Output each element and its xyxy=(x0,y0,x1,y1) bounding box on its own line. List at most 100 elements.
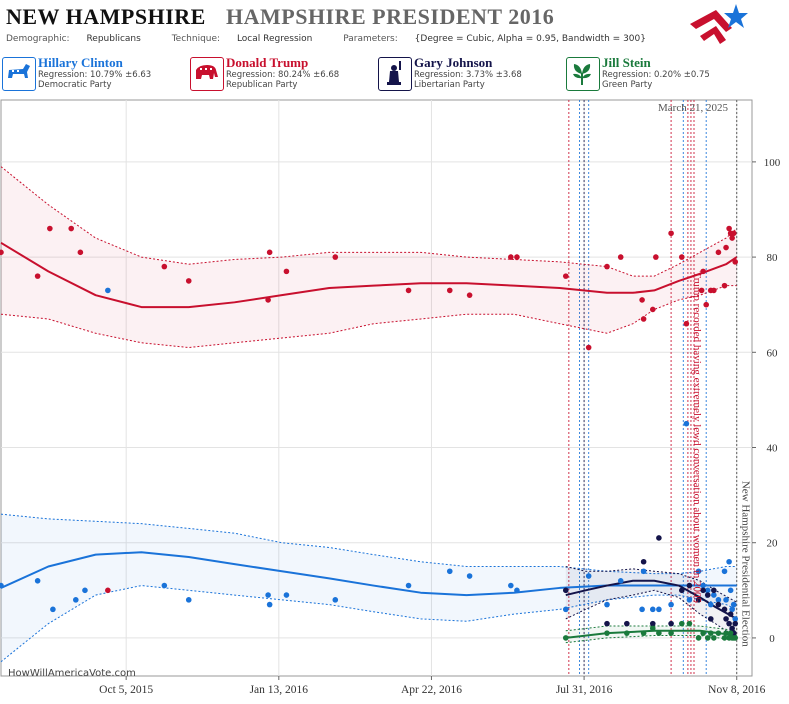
data-point xyxy=(562,635,569,641)
data-point xyxy=(698,287,705,294)
data-point xyxy=(656,535,662,541)
y-tick-label: 20 xyxy=(767,538,779,550)
y-tick-label: 80 xyxy=(767,252,779,264)
data-point xyxy=(715,597,722,603)
data-point xyxy=(707,616,714,622)
data-point xyxy=(711,635,717,641)
data-point xyxy=(640,630,647,636)
legend-card-clinton[interactable]: Hillary Clinton Regression: 10.79% ±6.63… xyxy=(0,55,192,93)
confidence-lower-line xyxy=(0,585,737,663)
data-point xyxy=(585,573,592,579)
data-point xyxy=(265,592,271,598)
candidate-legend: Hillary Clinton Regression: 10.79% ±6.63… xyxy=(0,55,789,93)
data-point xyxy=(707,601,714,608)
data-point xyxy=(726,620,732,627)
site-logo-icon[interactable] xyxy=(686,2,748,50)
data-point xyxy=(715,630,722,636)
confidence-upper-line xyxy=(0,166,738,277)
data-point xyxy=(34,273,41,279)
data-point xyxy=(711,587,717,594)
data-point xyxy=(668,230,674,237)
data-point xyxy=(668,601,674,608)
y-tick-label: 40 xyxy=(767,443,779,455)
data-point xyxy=(704,635,711,641)
data-point xyxy=(604,620,610,627)
confidence-band xyxy=(1,514,737,662)
data-point xyxy=(668,630,674,636)
candidate-name: Jill Stein xyxy=(602,55,651,70)
candidate-name: Donald Trump xyxy=(226,55,309,70)
x-tick-label: Apr 22, 2016 xyxy=(401,684,462,696)
confidence-lower-line xyxy=(565,589,738,639)
data-point xyxy=(730,601,737,608)
data-point xyxy=(700,587,706,594)
data-point xyxy=(640,568,647,575)
data-point xyxy=(704,587,711,594)
confidence-lower-line xyxy=(0,285,737,349)
legend-card-trump[interactable]: Donald Trump Regression: 80.24% ±6.68 Re… xyxy=(188,55,380,93)
data-point xyxy=(562,606,569,613)
data-point xyxy=(72,597,79,603)
data-point xyxy=(732,620,739,627)
technique-value: Local Regression xyxy=(236,34,313,44)
chart-date: March 21, 2025 xyxy=(658,102,728,114)
donkey-icon xyxy=(2,57,36,91)
data-point xyxy=(640,558,647,565)
data-point xyxy=(721,635,728,641)
data-point xyxy=(405,287,412,294)
y-tick-label: 0 xyxy=(769,633,775,645)
candidate-name: Hillary Clinton xyxy=(38,55,123,70)
data-point xyxy=(668,620,674,627)
data-point xyxy=(727,630,734,636)
data-point xyxy=(704,592,711,598)
data-point xyxy=(703,301,710,308)
data-point xyxy=(283,268,290,275)
data-point xyxy=(161,582,168,589)
data-point xyxy=(604,601,610,608)
data-point xyxy=(678,254,685,260)
data-point xyxy=(0,249,4,256)
data-point xyxy=(732,635,739,641)
data-point xyxy=(723,244,729,251)
data-point xyxy=(585,344,592,351)
chart-header: NEW HAMPSHIRE HAMPSHIRE PRESIDENT 2016 D… xyxy=(0,0,789,52)
data-point xyxy=(105,287,111,294)
y-tick-label: 60 xyxy=(767,347,779,359)
data-point xyxy=(82,587,88,594)
data-point xyxy=(185,278,192,284)
candidate-party: Democratic Party xyxy=(38,80,112,90)
candidate-party: Green Party xyxy=(602,80,653,90)
site-watermark: HowWillAmericaVote.com xyxy=(8,668,136,679)
data-point xyxy=(624,620,630,627)
technique-label: Technique: xyxy=(171,34,221,44)
data-point xyxy=(405,582,412,589)
data-point xyxy=(639,297,645,303)
data-point xyxy=(715,601,722,608)
race-title: HAMPSHIRE PRESIDENT 2016 xyxy=(226,4,555,29)
data-point xyxy=(50,606,56,613)
demographic-value: Republicans xyxy=(86,34,141,44)
data-point xyxy=(624,630,630,636)
data-point xyxy=(729,235,735,241)
candidate-name: Gary Johnson xyxy=(414,55,493,70)
confidence-upper-line xyxy=(565,566,737,603)
data-point xyxy=(721,606,728,613)
data-point xyxy=(508,254,514,260)
data-point xyxy=(726,225,732,232)
x-tick-label: Oct 5, 2015 xyxy=(99,684,153,696)
legend-card-stein[interactable]: Jill Stein Regression: 0.20% ±0.75 Green… xyxy=(564,55,756,93)
statue-of-liberty-icon xyxy=(378,57,412,91)
demographic-label: Demographic: xyxy=(6,34,70,44)
candidate-regression: Regression: 10.79% ±6.63 xyxy=(38,70,152,80)
data-point xyxy=(639,606,645,613)
data-point xyxy=(723,616,729,622)
data-point xyxy=(732,616,739,622)
data-point xyxy=(266,601,273,608)
legend-card-johnson[interactable]: Gary Johnson Regression: 3.73% ±3.68 Lib… xyxy=(376,55,568,93)
data-point xyxy=(514,254,520,260)
data-point xyxy=(729,606,735,613)
data-point xyxy=(649,625,656,632)
data-point xyxy=(508,582,514,589)
data-point xyxy=(656,606,662,613)
parameters-label: Parameters: xyxy=(343,34,398,44)
